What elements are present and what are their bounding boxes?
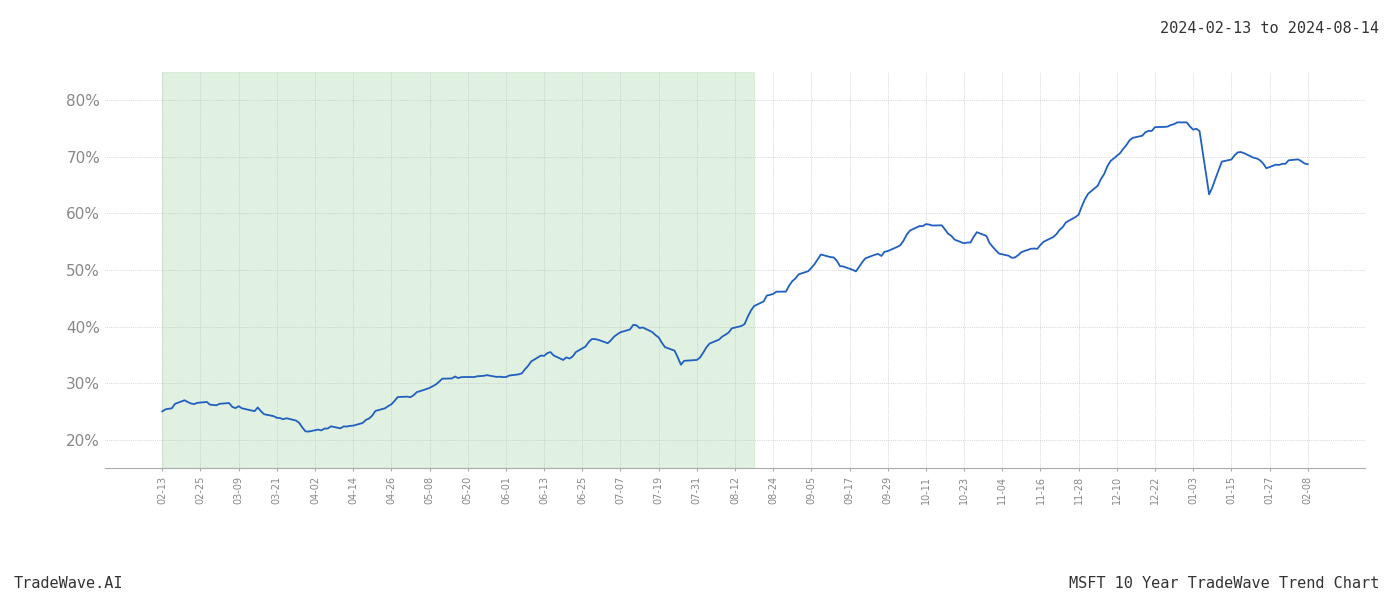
Text: MSFT 10 Year TradeWave Trend Chart: MSFT 10 Year TradeWave Trend Chart (1068, 576, 1379, 591)
Bar (162, 72, 755, 468)
Text: 2024-02-13 to 2024-08-14: 2024-02-13 to 2024-08-14 (1161, 21, 1379, 36)
Text: TradeWave.AI: TradeWave.AI (14, 576, 123, 591)
